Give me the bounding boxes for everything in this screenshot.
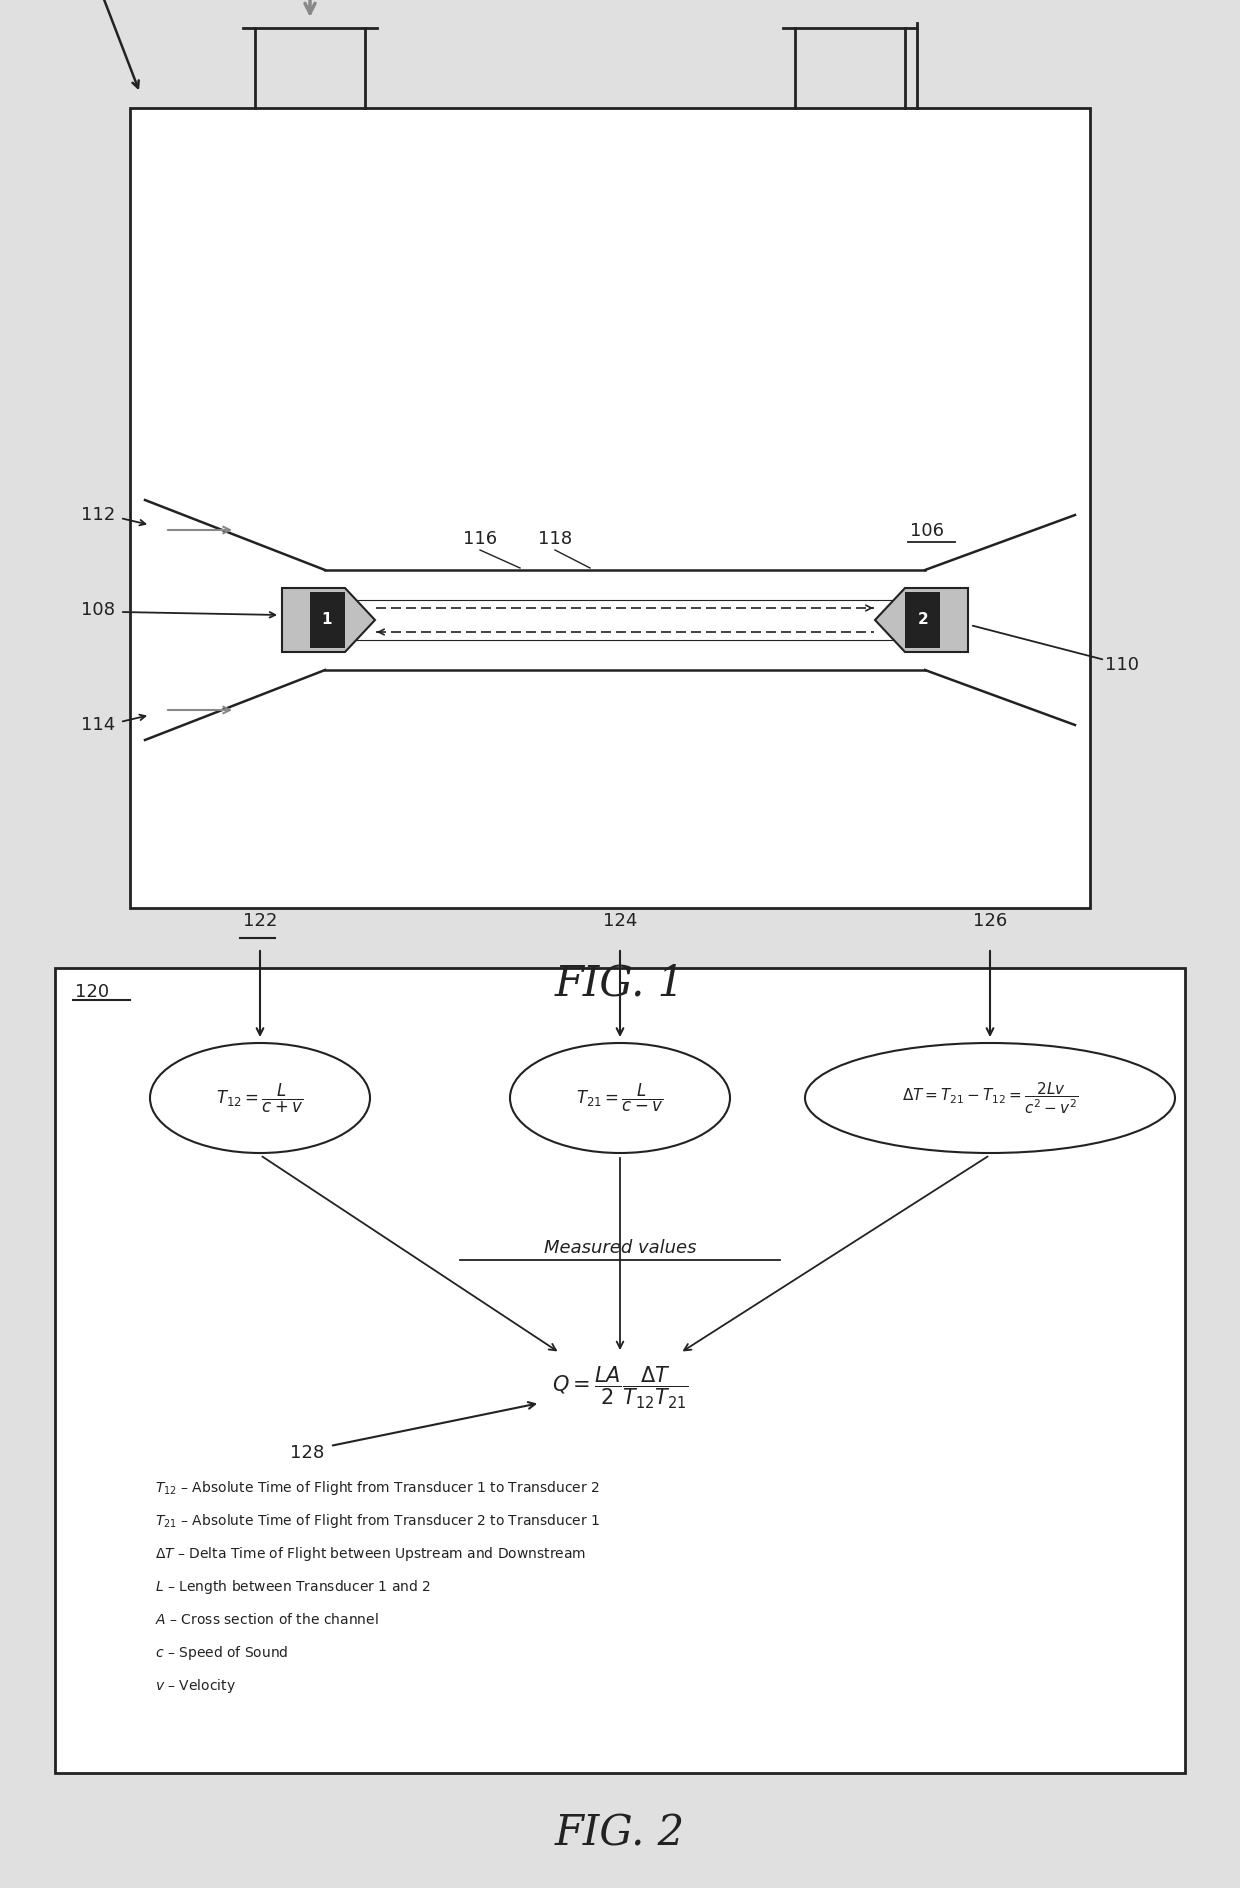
Text: 1: 1 xyxy=(321,612,332,627)
Text: 126: 126 xyxy=(973,912,1007,931)
Text: 118: 118 xyxy=(538,531,572,548)
Text: FIG. 2: FIG. 2 xyxy=(556,1812,684,1854)
Bar xyxy=(310,593,345,648)
Text: 122: 122 xyxy=(243,912,278,931)
Text: $L$ – Length between Transducer 1 and 2: $L$ – Length between Transducer 1 and 2 xyxy=(155,1578,432,1595)
Bar xyxy=(130,108,1090,908)
Text: 112: 112 xyxy=(81,506,115,525)
Text: $\Delta T = T_{21} - T_{12} = \dfrac{2Lv}{c^2-v^2}$: $\Delta T = T_{21} - T_{12} = \dfrac{2Lv… xyxy=(901,1080,1079,1116)
Text: 110: 110 xyxy=(1105,655,1140,674)
Text: $T_{21}$ – Absolute Time of Flight from Transducer 2 to Transducer 1: $T_{21}$ – Absolute Time of Flight from … xyxy=(155,1512,600,1529)
Bar xyxy=(55,969,1185,1773)
Text: $A$ – Cross section of the channel: $A$ – Cross section of the channel xyxy=(155,1612,378,1627)
Text: 114: 114 xyxy=(81,716,115,734)
Text: 120: 120 xyxy=(74,984,109,1001)
Text: 2: 2 xyxy=(918,612,929,627)
Text: $Q = \dfrac{LA}{2}\dfrac{\Delta T}{T_{12}T_{21}}$: $Q = \dfrac{LA}{2}\dfrac{\Delta T}{T_{12… xyxy=(552,1365,688,1410)
Ellipse shape xyxy=(510,1042,730,1154)
Text: $\Delta T$ – Delta Time of Flight between Upstream and Downstream: $\Delta T$ – Delta Time of Flight betwee… xyxy=(155,1544,587,1563)
Text: 116: 116 xyxy=(463,531,497,548)
Text: 124: 124 xyxy=(603,912,637,931)
Bar xyxy=(905,593,940,648)
Ellipse shape xyxy=(150,1042,370,1154)
Text: $v$ – Velocity: $v$ – Velocity xyxy=(155,1677,236,1695)
Text: $T_{12} = \dfrac{L}{c+v}$: $T_{12} = \dfrac{L}{c+v}$ xyxy=(216,1082,304,1114)
Text: 108: 108 xyxy=(81,600,115,619)
Polygon shape xyxy=(281,587,374,651)
Text: Measured values: Measured values xyxy=(544,1239,696,1257)
Ellipse shape xyxy=(805,1042,1176,1154)
Text: 106: 106 xyxy=(910,521,944,540)
Text: $c$ – Speed of Sound: $c$ – Speed of Sound xyxy=(155,1644,289,1661)
Polygon shape xyxy=(875,587,968,651)
Text: $T_{21} = \dfrac{L}{c-v}$: $T_{21} = \dfrac{L}{c-v}$ xyxy=(577,1082,663,1114)
Text: $T_{12}$ – Absolute Time of Flight from Transducer 1 to Transducer 2: $T_{12}$ – Absolute Time of Flight from … xyxy=(155,1478,600,1497)
Text: 128: 128 xyxy=(290,1444,324,1461)
Text: FIG. 1: FIG. 1 xyxy=(556,963,684,1004)
